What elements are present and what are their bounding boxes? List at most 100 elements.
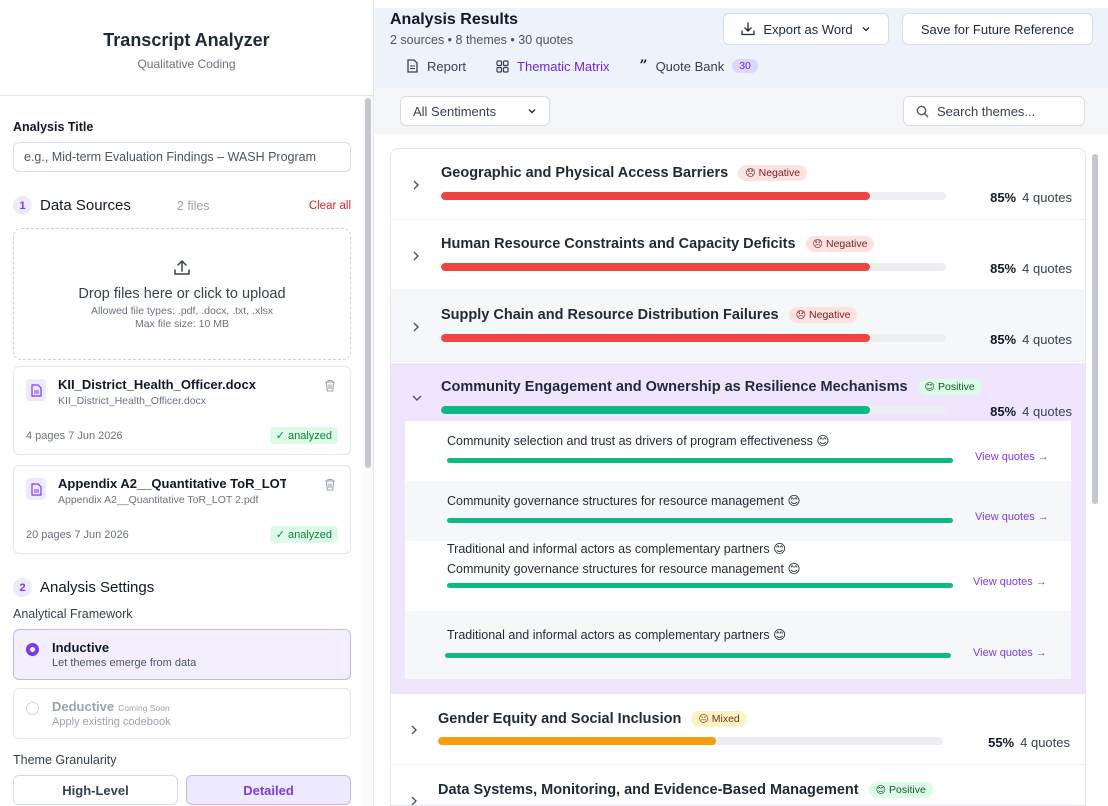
- chevron-right-icon[interactable]: [409, 724, 419, 736]
- quote-count[interactable]: 4 quotes: [1022, 190, 1072, 205]
- smile-face-icon: 😊: [787, 494, 801, 508]
- file-card: Appendix A2__Quantitative ToR_LOT 2.pdf …: [13, 465, 351, 554]
- file-name: Appendix A2__Quantitative ToR_LOT 2.pdf: [58, 476, 286, 491]
- results-scrollbar[interactable]: [1090, 148, 1100, 518]
- subtheme-item: Traditional and informal actors as compl…: [405, 611, 1071, 679]
- option-description: Apply existing codebook: [52, 716, 171, 728]
- chevron-down-icon: [862, 27, 870, 32]
- quote-count[interactable]: 4 quotes: [1022, 404, 1072, 419]
- smile-face-icon: 😊: [773, 628, 787, 642]
- results-scroll-thumb[interactable]: [1092, 154, 1098, 504]
- analysis-title-input[interactable]: e.g., Mid-term Evaluation Findings – WAS…: [13, 142, 351, 172]
- sentiment-badge: 😞 Negative: [788, 307, 858, 323]
- coming-soon-tag: Coming Soon: [118, 703, 170, 713]
- trash-icon[interactable]: [324, 478, 336, 494]
- prevalence-percent: 85%: [990, 261, 1017, 276]
- tab-label: Report: [427, 58, 467, 74]
- subtheme-item: Community selection and trust as drivers…: [405, 421, 1071, 481]
- theme-row[interactable]: Human Resource Constraints and Capacity …: [391, 220, 1085, 291]
- analysis-settings-title: Analysis Settings: [40, 579, 155, 596]
- view-quotes-link[interactable]: View quotes →: [973, 576, 1047, 588]
- sentiment-filter-select[interactable]: All Sentiments: [400, 96, 550, 126]
- prevalence-percent: 55%: [988, 735, 1015, 750]
- thematic-matrix-list: Geographic and Physical Access Barriers …: [390, 148, 1086, 806]
- option-title: Inductive: [52, 640, 110, 655]
- results-panel: Analysis Results 2 sources • 8 themes • …: [374, 0, 1108, 806]
- dropzone-types: Allowed file types: .pdf, .docx, .txt, .…: [90, 305, 274, 317]
- granularity-high-level-button[interactable]: High-Level: [13, 775, 178, 805]
- sidebar: Transcript Analyzer Qualitative Coding A…: [0, 0, 374, 806]
- search-input[interactable]: Search themes...: [903, 96, 1085, 126]
- file-original-name: KII_District_Health_Officer.docx: [58, 395, 207, 407]
- tab-quote-bank[interactable]: ” Quote Bank 30: [640, 58, 758, 74]
- step-badge: 2: [13, 578, 32, 597]
- quote-count[interactable]: 4 quotes: [1022, 261, 1072, 276]
- clear-all-button[interactable]: Clear all: [308, 199, 351, 212]
- option-description: Let themes emerge from data: [52, 657, 197, 669]
- file-name: KII_District_Health_Officer.docx: [58, 377, 256, 392]
- file-original-name: Appendix A2__Quantitative ToR_LOT 2.pdf: [58, 494, 259, 506]
- chevron-right-icon[interactable]: [409, 795, 419, 806]
- framework-option-inductive[interactable]: Inductive Let themes emerge from data: [13, 629, 351, 680]
- quote-count[interactable]: 4 quotes: [1020, 735, 1070, 750]
- export-word-button[interactable]: Export as Word: [723, 13, 889, 45]
- analysis-settings-header: 2 Analysis Settings: [13, 578, 351, 597]
- analysis-title-placeholder: e.g., Mid-term Evaluation Findings – WAS…: [24, 150, 317, 164]
- file-icon: [26, 478, 46, 500]
- prevalence-percent: 85%: [990, 404, 1017, 419]
- data-sources-header: 1 Data Sources 2 files Clear all: [13, 196, 351, 215]
- radio-button[interactable]: [26, 643, 39, 656]
- radio-button: [26, 702, 39, 715]
- chevron-down-icon[interactable]: [411, 393, 423, 403]
- tab-report[interactable]: Report: [406, 59, 466, 74]
- page-title: Analysis Results: [390, 11, 519, 28]
- chevron-right-icon[interactable]: [411, 250, 421, 262]
- smile-face-icon: 😊: [816, 434, 830, 448]
- prevalence-fill: [441, 192, 871, 200]
- sentiment-label: Negative: [809, 309, 851, 321]
- sad-face-icon: 😞: [795, 309, 807, 321]
- tab-thematic-matrix[interactable]: Thematic Matrix: [496, 59, 610, 74]
- theme-title: Supply Chain and Resource Distribution F…: [441, 307, 779, 323]
- tab-label: Quote Bank: [655, 58, 725, 74]
- chevron-right-icon[interactable]: [411, 321, 421, 333]
- theme-row[interactable]: Gender Equity and Social Inclusion 😐 Mixe…: [391, 694, 1085, 765]
- sidebar-scrollbar[interactable]: [363, 96, 373, 806]
- sentiment-badge: 😊 Positive: [868, 782, 933, 798]
- theme-row[interactable]: Supply Chain and Resource Distribution F…: [391, 291, 1085, 362]
- sidebar-header: Transcript Analyzer Qualitative Coding: [0, 0, 373, 96]
- prevalence-percent: 85%: [990, 332, 1017, 347]
- theme-title: Human Resource Constraints and Capacity …: [441, 236, 796, 252]
- file-count: 2 files: [176, 198, 210, 213]
- subtheme-title: Community selection and trust as drivers…: [447, 434, 813, 448]
- theme-row-expanded: Community Engagement and Ownership as Re…: [391, 363, 1085, 694]
- view-quotes-link[interactable]: View quotes →: [975, 451, 1049, 463]
- subtheme-title: Community governance structures for reso…: [447, 562, 784, 576]
- sentiment-label: Mixed: [711, 713, 740, 725]
- prevalence-bar: [441, 263, 946, 271]
- view-quotes-link[interactable]: View quotes →: [975, 511, 1049, 523]
- file-dropzone[interactable]: Drop files here or click to upload Allow…: [13, 228, 351, 360]
- theme-row[interactable]: Geographic and Physical Access Barriers …: [391, 149, 1085, 220]
- app-title: Transcript Analyzer: [103, 30, 270, 50]
- sad-face-icon: 😞: [812, 238, 823, 250]
- dropzone-size: Max file size: 10 MB: [135, 318, 229, 330]
- sidebar-scroll-thumb[interactable]: [365, 98, 371, 468]
- sentiment-label: Negative: [825, 238, 868, 250]
- view-quotes-link[interactable]: View quotes →: [973, 647, 1047, 659]
- sentiment-label: Positive: [889, 784, 926, 796]
- upload-icon: [174, 260, 190, 275]
- save-reference-button[interactable]: Save for Future Reference: [902, 13, 1093, 45]
- chevron-right-icon[interactable]: [411, 179, 421, 191]
- prevalence-bar: [441, 406, 946, 414]
- theme-title: Data Systems, Monitoring, and Evidence-B…: [438, 782, 859, 798]
- trash-icon[interactable]: [324, 379, 336, 395]
- granularity-detailed-button[interactable]: Detailed: [186, 775, 351, 805]
- document-icon: [407, 59, 418, 73]
- prevalence-text: 85% 4 quotes: [990, 261, 1072, 276]
- quote-count[interactable]: 4 quotes: [1022, 332, 1072, 347]
- prevalence-bar: [441, 334, 946, 342]
- theme-title[interactable]: Community Engagement and Ownership as Re…: [441, 379, 908, 395]
- theme-row[interactable]: Data Systems, Monitoring, and Evidence-B…: [391, 765, 1085, 806]
- sentiment-badge: 😞 Negative: [805, 236, 875, 252]
